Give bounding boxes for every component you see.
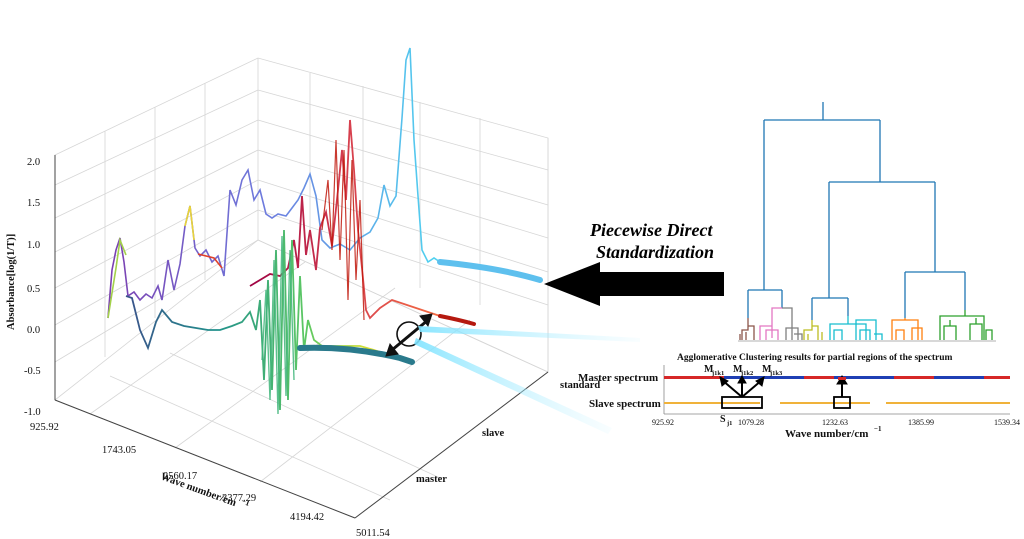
svg-text:1539.34: 1539.34 xyxy=(994,418,1020,427)
x-tick-labels: 925.92 1743.05 2560.17 3377.29 4194.42 5… xyxy=(30,422,390,539)
dendrogram-cluster xyxy=(803,320,823,340)
svg-text:j1k1: j1k1 xyxy=(711,370,724,377)
dendrogram-cluster xyxy=(739,318,755,340)
svg-text:−1: −1 xyxy=(874,425,882,433)
plot-3d: 2.0 1.5 1.0 0.5 0.0 -0.5 -1.0 Absorbance… xyxy=(6,47,640,539)
dendrogram-cluster xyxy=(782,307,803,340)
arrow-label-line1: Piecewise Direct xyxy=(589,220,713,240)
x-tick: 5011.54 xyxy=(356,528,390,539)
spectrum-standard xyxy=(107,47,543,319)
dendrogram-cluster xyxy=(829,316,883,340)
s-label: S j1 xyxy=(720,414,732,427)
depth-label-slave: slave xyxy=(482,428,505,439)
svg-text:925.92: 925.92 xyxy=(652,418,674,427)
slave-strip xyxy=(664,402,1010,404)
panel-x-axis-title: Wave number/cm −1 xyxy=(785,425,882,440)
y-tick: 0.5 xyxy=(27,284,40,295)
x-tick: 925.92 xyxy=(30,422,59,433)
x-tick: 3377.29 xyxy=(222,493,256,504)
dendrogram-cluster xyxy=(939,310,993,340)
panel-x-ticks: 925.92 1079.28 1232.63 1385.99 1539.34 xyxy=(652,418,1020,427)
y-tick: -1.0 xyxy=(24,407,41,418)
y-tick: 0.0 xyxy=(27,325,40,336)
m-label: M j1k3 xyxy=(762,364,783,377)
window-mapping-right xyxy=(833,375,851,409)
slave-spectrum-label: Slave spectrum xyxy=(589,398,661,410)
dendrogram-cluster xyxy=(759,307,782,340)
svg-text:1079.28: 1079.28 xyxy=(738,418,764,427)
master-spectrum-label: Master spectrum xyxy=(578,372,658,384)
depth-axis-line xyxy=(354,371,549,519)
svg-text:M: M xyxy=(733,364,743,375)
y-axis-label: Absorbance[log(1/T)] xyxy=(6,234,17,330)
transfer-double-arrow xyxy=(385,313,433,357)
x-tick: 1743.05 xyxy=(102,445,136,456)
arrow-label-line2: Standardization xyxy=(596,242,714,262)
svg-text:j1k2: j1k2 xyxy=(740,370,753,377)
y-tick: 1.0 xyxy=(27,240,40,251)
x-axis-label: Wave number/cm xyxy=(159,471,238,509)
svg-text:j1: j1 xyxy=(726,420,732,427)
svg-text:1232.63: 1232.63 xyxy=(822,418,848,427)
window-mapping-left xyxy=(719,374,765,409)
x-axis-title: Wave number/cm −1 xyxy=(159,471,251,509)
m-label: M j1k2 xyxy=(733,364,753,377)
y-tick: -0.5 xyxy=(24,366,41,377)
svg-text:j1k3: j1k3 xyxy=(769,370,783,377)
x-tick: 2560.17 xyxy=(163,471,197,482)
y-tick: 1.5 xyxy=(27,198,40,209)
dendrogram xyxy=(738,102,996,342)
spectrum-master xyxy=(125,229,415,415)
x-tick: 4194.42 xyxy=(290,512,324,523)
clustering-panel: Agglomerative Clustering results for par… xyxy=(578,353,1020,440)
dendrogram-cluster xyxy=(891,318,923,340)
pds-arrow xyxy=(544,262,724,306)
svg-text:Wave number/cm: Wave number/cm xyxy=(785,428,868,440)
svg-text:1385.99: 1385.99 xyxy=(908,418,934,427)
dendrogram-links xyxy=(747,102,966,320)
svg-text:S: S xyxy=(720,414,726,425)
m-label: M j1k1 xyxy=(704,364,724,377)
y-tick: 2.0 xyxy=(27,157,40,168)
x-axis-exponent: −1 xyxy=(240,496,251,507)
connector-beams xyxy=(414,326,640,434)
x-axis-line xyxy=(54,399,356,519)
depth-label-standard: standard xyxy=(560,380,600,391)
y-tick-labels: 2.0 1.5 1.0 0.5 0.0 -0.5 -1.0 xyxy=(24,157,41,418)
clustering-title: Agglomerative Clustering results for par… xyxy=(677,353,953,363)
svg-text:M: M xyxy=(762,364,772,375)
depth-label-master: master xyxy=(416,474,447,485)
svg-text:M: M xyxy=(704,364,714,375)
